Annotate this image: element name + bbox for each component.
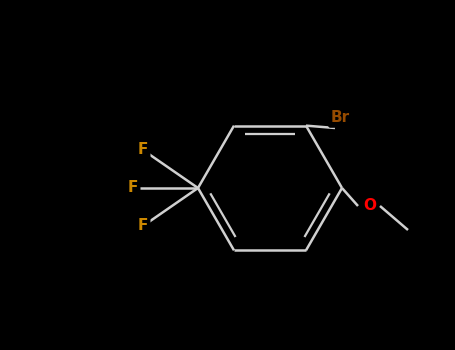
Text: F: F: [128, 181, 138, 196]
Text: F: F: [138, 218, 148, 233]
Text: Br: Br: [330, 111, 349, 126]
Text: O: O: [364, 198, 376, 214]
Text: F: F: [138, 142, 148, 158]
